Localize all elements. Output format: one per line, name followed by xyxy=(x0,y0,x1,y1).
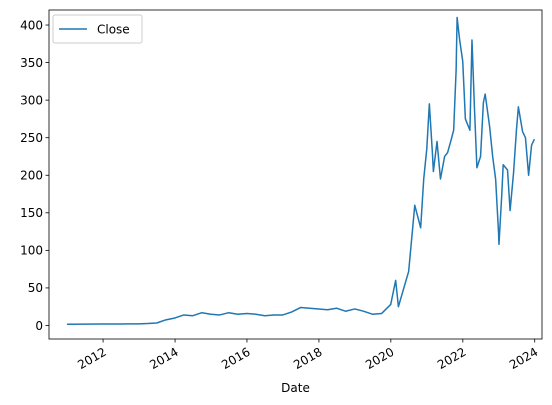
y-tick-label: 150 xyxy=(20,206,43,220)
plot-area xyxy=(48,9,543,340)
series-line-close xyxy=(67,16,536,325)
y-tick-label: 350 xyxy=(20,56,43,70)
x-axis-title: Date xyxy=(281,381,310,395)
y-tick-label: 300 xyxy=(20,93,43,107)
legend-box xyxy=(52,14,143,44)
y-tick-label: 200 xyxy=(20,169,43,183)
series-group xyxy=(67,16,536,325)
y-tick-label: 0 xyxy=(35,319,43,333)
y-tick-label: 250 xyxy=(20,131,43,145)
plot-frame xyxy=(48,9,543,340)
legend-label-close: Close xyxy=(97,23,130,37)
y-axis: 0 50 100 150 200 250 300 350 400 xyxy=(20,18,49,333)
y-tick-label: 50 xyxy=(28,281,43,295)
y-tick-label: 100 xyxy=(20,244,43,258)
y-tick-label: 400 xyxy=(20,18,43,32)
legend: Close xyxy=(52,14,143,44)
